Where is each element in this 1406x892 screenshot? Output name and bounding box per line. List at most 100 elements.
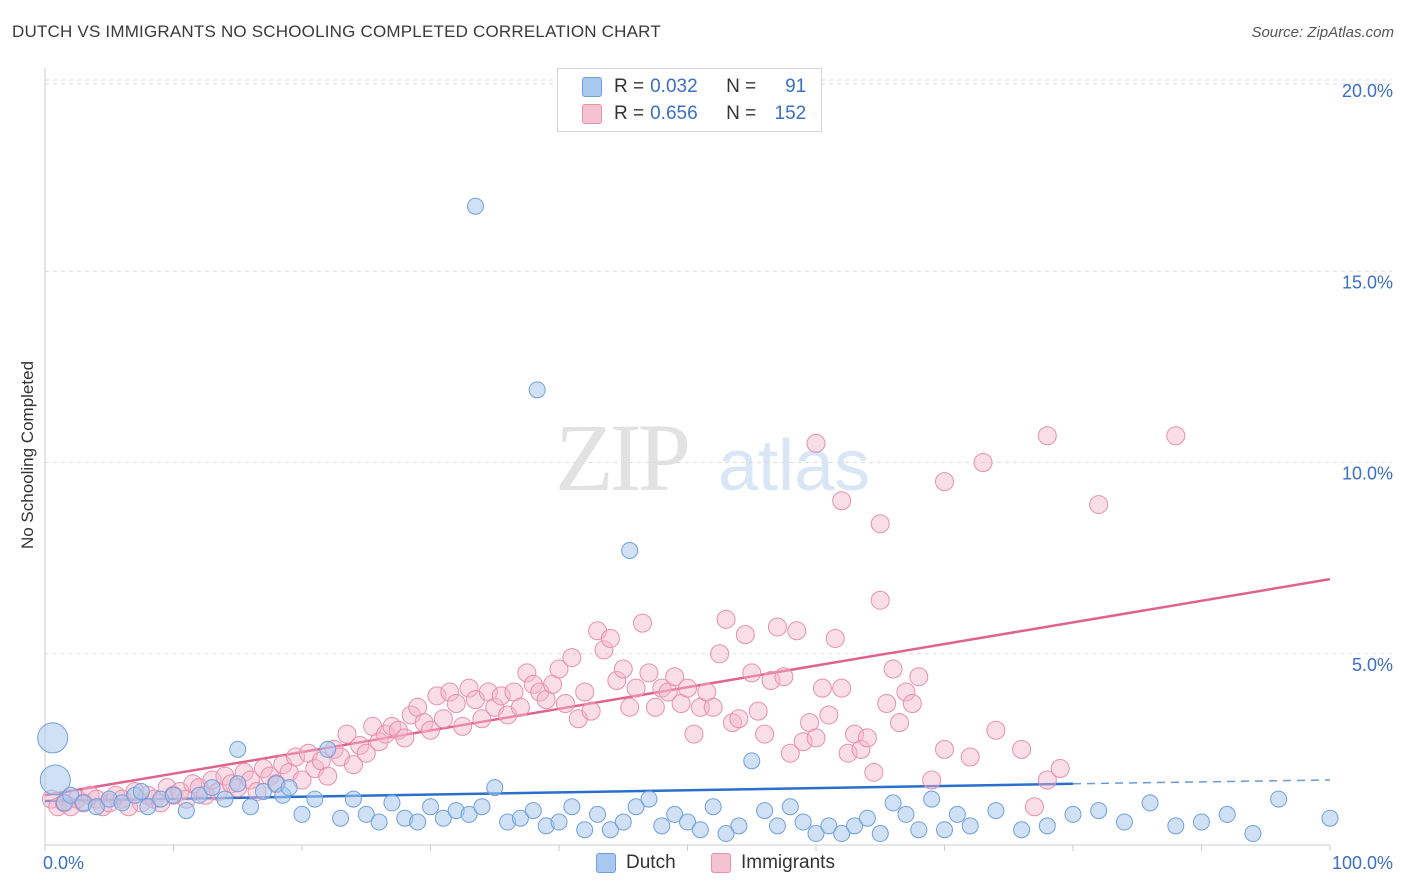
immigrants-point (877, 693, 897, 713)
legend-r-value: 0.656 (650, 103, 698, 124)
legend-r-label: R = (614, 103, 645, 124)
legend-n-value: 91 (785, 76, 807, 97)
immigrants-point (414, 713, 434, 733)
immigrants-point (870, 514, 890, 534)
dutch-point (550, 813, 568, 831)
immigrants-point (433, 709, 453, 729)
immigrants-point (935, 472, 954, 492)
dutch-point (460, 805, 478, 823)
immigrants-point (780, 743, 800, 763)
immigrants-point (350, 736, 370, 756)
immigrants-point (645, 697, 665, 717)
dutch-legend-swatch (596, 853, 616, 873)
dutch-point (794, 813, 812, 831)
dutch-trend-line (44, 782, 1074, 803)
dutch-point (422, 798, 439, 816)
immigrants-point (819, 705, 839, 725)
dutch-point (666, 805, 684, 823)
immigrants-point (427, 686, 447, 706)
dutch-point (1218, 805, 1236, 823)
series-legend-dutch[interactable]: Dutch (596, 852, 676, 874)
dutch-point (229, 775, 247, 793)
immigrants-point (253, 759, 273, 778)
immigrants-point (1089, 495, 1109, 515)
dutch-point (781, 798, 799, 816)
dutch-point (717, 825, 735, 843)
immigrants-point (562, 648, 582, 668)
immigrants-point (626, 678, 646, 698)
series-legend-immigrants[interactable]: Immigrants (711, 852, 835, 874)
immigrants-point (812, 678, 832, 698)
dutch-point (807, 825, 825, 843)
immigrants-point (665, 667, 685, 687)
axes (44, 68, 1331, 851)
dutch-point (768, 817, 786, 835)
dutch-point (434, 809, 452, 827)
immigrants-point (369, 732, 389, 752)
dutch-point (511, 809, 529, 827)
immigrants-point (986, 720, 1006, 740)
dutch-legend-label: Dutch (626, 852, 676, 873)
legend-r-value: 0.032 (650, 76, 698, 97)
dutch-point (473, 798, 491, 816)
immigrants-point (491, 686, 511, 706)
immigrants-trend-line (44, 577, 1331, 797)
immigrants-point (1166, 426, 1186, 446)
immigrants-point (356, 743, 376, 763)
immigrants-point (890, 713, 910, 733)
immigrants-point (973, 453, 993, 472)
dutch-point (242, 798, 260, 816)
immigrants-point (755, 724, 775, 744)
dutch-point (730, 817, 748, 835)
immigrants-point (960, 747, 980, 767)
dutch-point (1321, 809, 1339, 827)
dutch-point (280, 779, 298, 797)
dutch-point (846, 817, 864, 835)
dutch-point (756, 802, 774, 820)
legend-row-dutch: R = 0.032 N = 91 (582, 75, 806, 99)
dutch-point (332, 809, 350, 827)
y-tick-label: 20.0% (1342, 81, 1393, 101)
zipatlas-watermark: ZIP atlas (555, 404, 870, 511)
dutch-point (306, 790, 324, 808)
immigrants-point (774, 667, 794, 687)
dutch-point (139, 798, 157, 816)
dutch-point (87, 798, 105, 816)
immigrants-point (453, 716, 473, 736)
immigrants-point (215, 766, 235, 786)
dutch-point (293, 805, 311, 823)
dutch-point (858, 809, 876, 827)
dutch-point (165, 786, 182, 804)
watermark-zip: ZIP (555, 404, 688, 511)
immigrants-point (318, 766, 338, 786)
dutch-point (589, 805, 607, 823)
immigrants-legend-label: Immigrants (741, 852, 835, 873)
x-tick-label: 0.0% (43, 853, 84, 873)
immigrants-point (388, 720, 408, 740)
dutch-point (37, 722, 69, 754)
dutch-trend-extension (1072, 779, 1331, 785)
dutch-point (370, 813, 388, 831)
dutch-point (486, 779, 504, 797)
dutch-point (679, 813, 696, 831)
dutch-point (923, 790, 941, 808)
immigrants-legend-swatch (711, 853, 731, 873)
dutch-point (524, 802, 542, 820)
dutch-point (627, 798, 645, 816)
trend-lines (44, 577, 1331, 803)
immigrants-point (395, 728, 415, 748)
dutch-point (132, 782, 150, 800)
legend-row-immigrants: R = 0.656 N = 152 (582, 102, 806, 126)
immigrants-point (575, 682, 595, 702)
immigrants-point (832, 491, 852, 511)
dutch-point (1167, 817, 1185, 835)
immigrants-point (735, 625, 755, 645)
dutch-points (37, 197, 1339, 843)
immigrants-point (594, 640, 614, 660)
dutch-point (987, 802, 1005, 820)
immigrants-point (337, 724, 357, 744)
immigrants-point (793, 732, 813, 752)
dutch-point (319, 740, 337, 758)
immigrants-point (922, 770, 942, 790)
